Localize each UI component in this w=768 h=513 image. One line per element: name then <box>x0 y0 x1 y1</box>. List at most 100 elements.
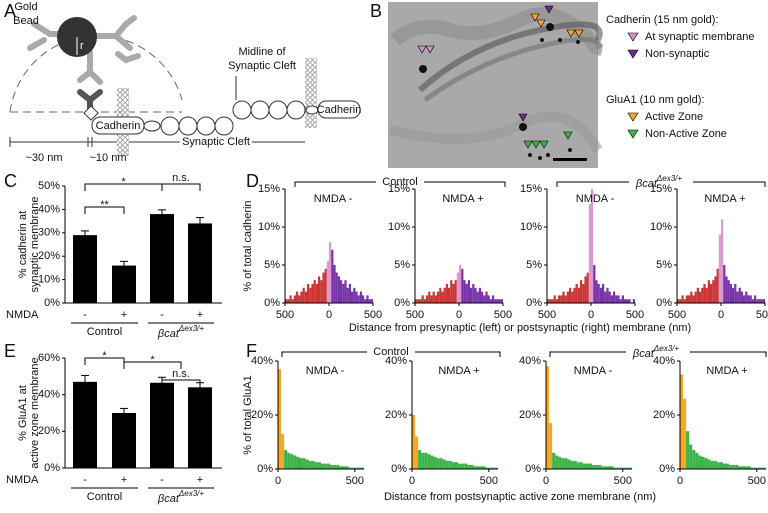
histogram-bar <box>287 299 290 303</box>
histogram-bar <box>604 291 607 303</box>
histogram-bar <box>679 299 682 303</box>
histogram-bar <box>726 463 730 469</box>
histogram-bar <box>738 466 742 469</box>
histogram-bar <box>450 280 453 303</box>
chart-title: NMDA - <box>306 365 345 377</box>
bar <box>112 265 136 303</box>
histogram-bar <box>487 295 490 303</box>
histogram-bar <box>308 460 312 469</box>
panel-label: F <box>246 341 257 361</box>
group-label: Control <box>382 176 417 188</box>
y-tick-label: 10% <box>38 274 60 286</box>
histogram-bar <box>345 466 349 469</box>
y-tick-label: 0% <box>44 297 60 309</box>
histogram-bar <box>716 462 720 469</box>
histogram-bar <box>585 463 589 469</box>
bead-label: Bead <box>13 15 39 27</box>
histogram-bar <box>558 295 561 303</box>
x-tick-label: - <box>160 309 164 321</box>
histogram-bar <box>355 291 358 303</box>
panel-label: B <box>370 1 382 21</box>
histogram-bar <box>589 463 593 469</box>
histogram-bar <box>598 464 602 469</box>
y-axis-label: synaptic membrane <box>29 197 41 293</box>
histogram-bar <box>496 299 499 303</box>
histogram-bar <box>750 467 754 469</box>
midline-label: Midline of <box>238 46 286 58</box>
x-tick-label: 500 <box>406 309 424 321</box>
histogram-bar <box>555 299 558 303</box>
x-axis-label: Distance from presynaptic (left) or post… <box>349 322 691 334</box>
histogram-bar <box>738 287 741 303</box>
histogram-bar <box>421 295 424 303</box>
group-bracket <box>549 351 767 357</box>
histogram-bar <box>626 299 629 303</box>
y-tick-label: 20% <box>519 409 541 421</box>
bar <box>150 214 174 303</box>
histogram-bar <box>756 467 760 469</box>
histogram-bar <box>412 415 416 469</box>
panel-label: C <box>4 171 17 191</box>
y-tick-label: 5% <box>264 259 280 271</box>
histogram-bar <box>421 452 425 469</box>
histogram-bar <box>552 452 556 469</box>
histogram-bar <box>327 463 331 469</box>
histogram-bar <box>473 466 477 469</box>
histogram-bar <box>747 466 751 469</box>
y-tick-label: 50% <box>38 180 60 192</box>
histogram-bar <box>685 295 688 303</box>
histogram-bar <box>760 299 763 303</box>
x-tick-label: - <box>83 474 87 486</box>
significance-bracket <box>161 183 201 191</box>
x-tick-label: - <box>160 474 164 486</box>
group-bracket <box>294 181 506 187</box>
histogram-bar <box>736 291 739 303</box>
chart-title: NMDA + <box>438 365 479 377</box>
genotype-superscript: Δex3/+ <box>178 324 204 333</box>
y-tick-label: 15% <box>520 183 542 195</box>
histogram-bar <box>426 295 429 303</box>
significance-label: ** <box>100 199 109 211</box>
significance-bracket <box>84 206 125 214</box>
diagram: r Gold Bead Cadherin Cadherin Midline of… <box>9 1 361 164</box>
histogram-bar <box>498 299 501 303</box>
x-tick-label: 500 <box>364 309 382 321</box>
membrane <box>305 58 317 128</box>
histogram-bar <box>434 295 437 303</box>
histogram-bar <box>570 460 574 469</box>
histogram-bar <box>747 295 750 303</box>
legend-title: GluA1 (10 nm gold): <box>606 94 704 106</box>
significance-label: n.s. <box>172 368 190 380</box>
bar <box>112 413 136 468</box>
significance-label: * <box>121 176 126 188</box>
histogram-bar <box>362 295 365 303</box>
histogram-bar <box>723 463 727 469</box>
histogram-bar <box>707 280 710 303</box>
histogram-bar <box>324 463 328 469</box>
histogram-bar <box>465 284 468 303</box>
radius-label: r <box>80 40 84 52</box>
histogram-bar <box>427 454 431 469</box>
histogram-bar <box>353 287 356 303</box>
histogram-bar <box>608 291 611 303</box>
histogram-bar <box>743 295 746 303</box>
x-tick-label: 500 <box>668 309 686 321</box>
histogram-bar <box>714 276 717 303</box>
histogram-bar <box>617 295 620 303</box>
histogram-bar <box>622 467 626 469</box>
histogram-bar <box>744 466 748 469</box>
histogram-bar <box>448 460 452 469</box>
histogram-bar <box>307 284 310 303</box>
histogram-bar <box>712 280 715 303</box>
x-tick-label: + <box>121 474 127 486</box>
histogram-bar <box>549 299 552 303</box>
histogram-bar <box>293 295 296 303</box>
histogram-bar <box>683 398 687 469</box>
histogram-bar <box>492 295 495 303</box>
significance-label: * <box>102 350 107 362</box>
scale-lines <box>9 137 305 147</box>
histogram-bar <box>689 444 693 469</box>
y-tick-label: 0% <box>391 463 407 475</box>
histogram-bar <box>571 291 574 303</box>
histogram-bar <box>727 280 730 303</box>
